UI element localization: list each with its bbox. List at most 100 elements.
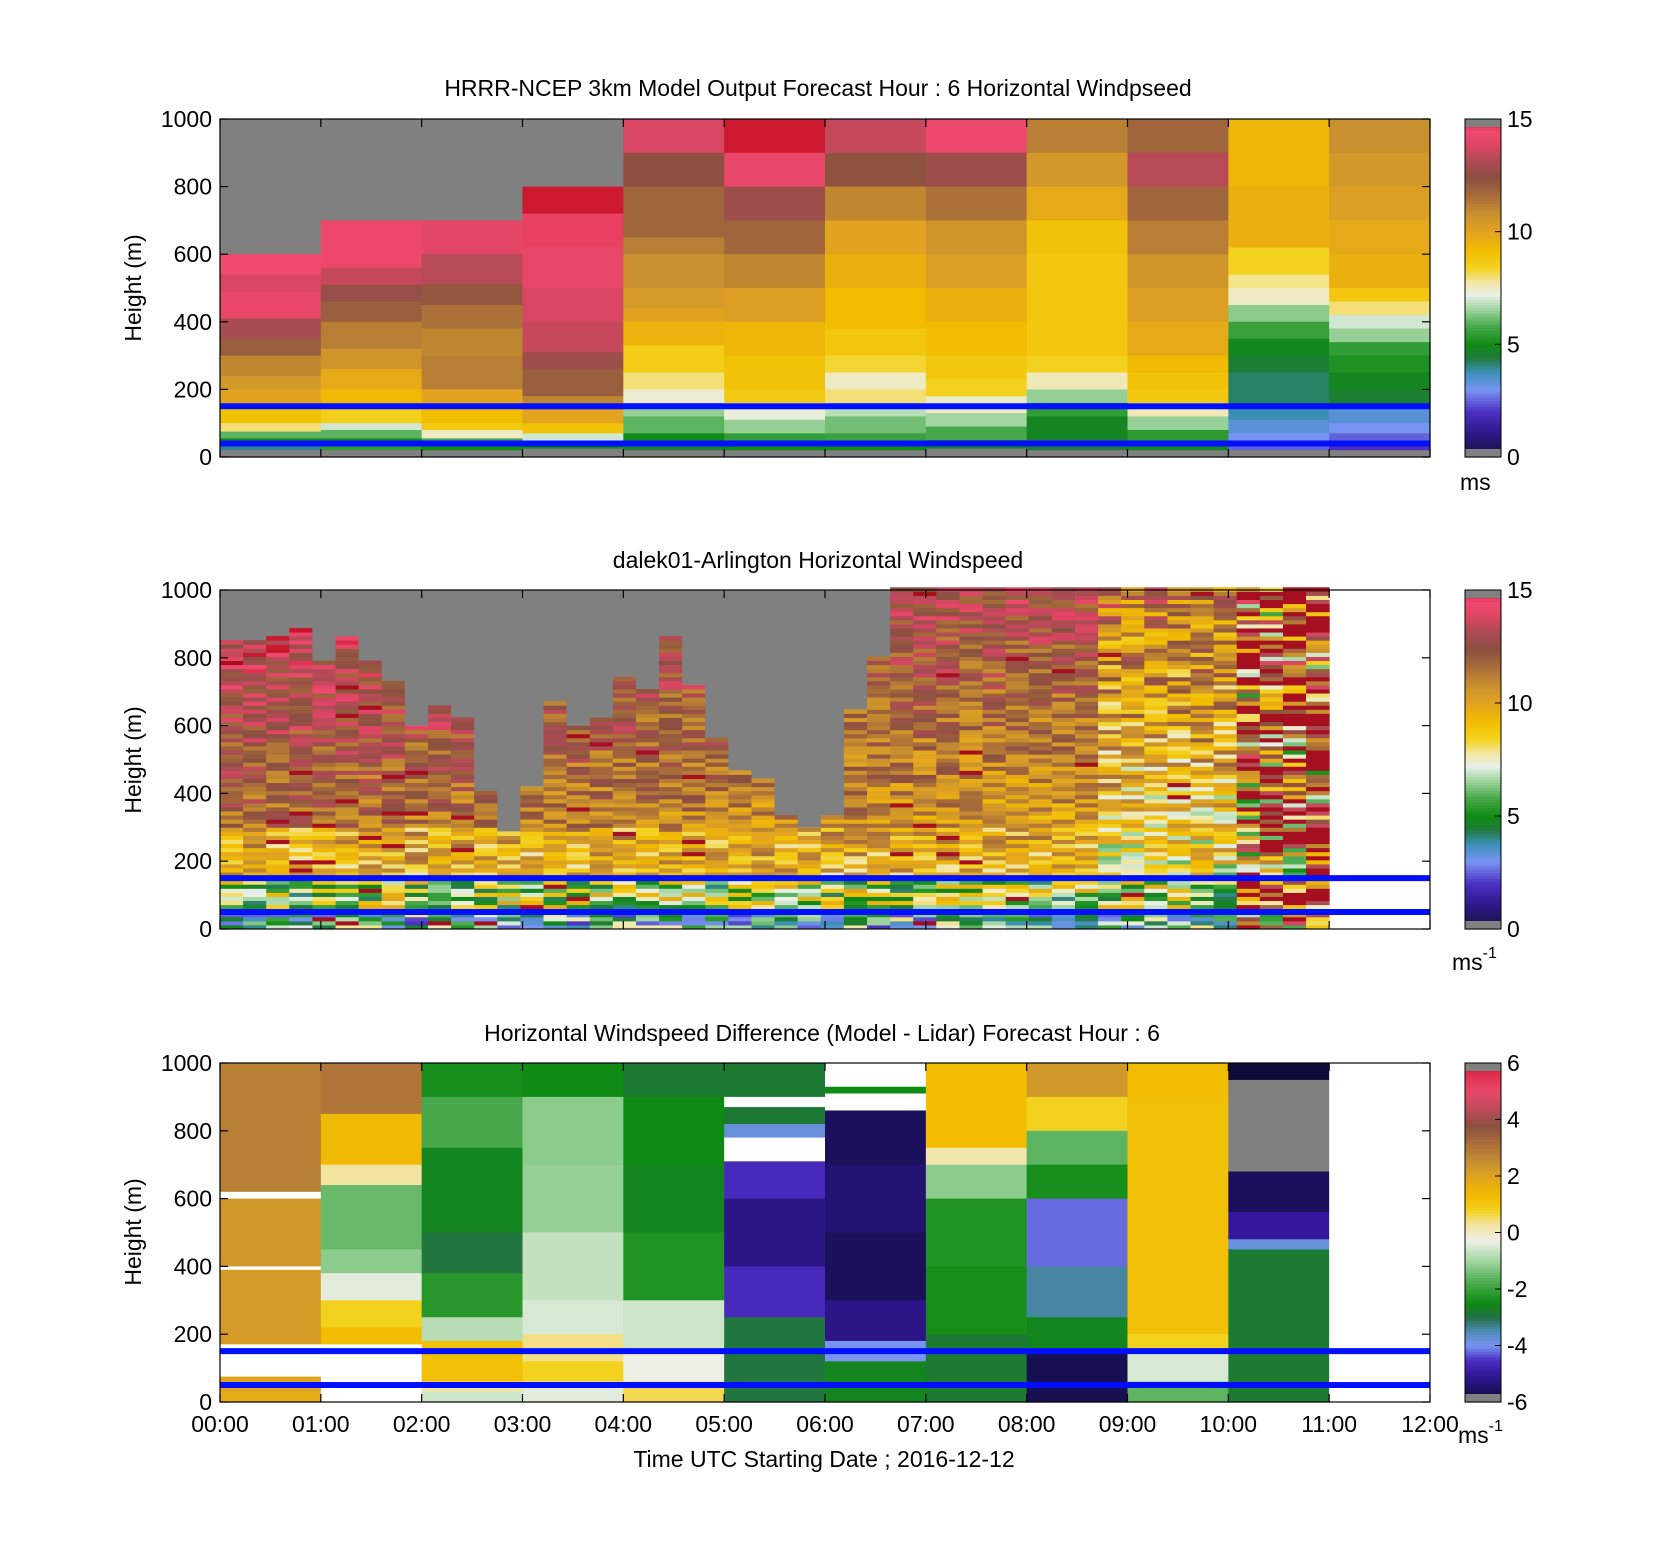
panel-lidar-cell — [1259, 794, 1284, 800]
panel-lidar-cell — [1005, 766, 1030, 771]
panel-lidar-cell — [1306, 668, 1330, 674]
panel-lidar-colorbar-swatch — [1465, 900, 1501, 905]
panel-model-colorbar-swatch — [1465, 302, 1501, 306]
panel-model-cell — [220, 119, 322, 255]
panel-lidar-cell — [774, 823, 799, 828]
panel-lidar-cell — [566, 920, 591, 926]
panel-lidar-cell — [1306, 872, 1330, 877]
panel-lidar-cell — [797, 847, 822, 853]
panel-model-colorbar-unit: ms — [1460, 469, 1491, 495]
panel-lidar-cell — [543, 872, 568, 877]
panel-lidar-cell — [1259, 603, 1284, 609]
panel-lidar-cell — [659, 855, 683, 861]
panel-lidar-cell — [289, 884, 313, 889]
panel-lidar-cell — [543, 831, 568, 836]
panel-lidar-cell — [820, 827, 845, 832]
panel-lidar-cell — [220, 721, 244, 727]
panel-lidar-cell — [1282, 872, 1307, 877]
panel-lidar-cell — [266, 786, 290, 792]
panel-model-cell — [1329, 315, 1431, 330]
panel-difference-cell — [825, 1361, 927, 1403]
panel-lidar-cell — [220, 806, 244, 812]
panel-lidar-colorbar-swatch — [1465, 796, 1501, 800]
panel-model-colorbar-swatch — [1465, 127, 1501, 131]
panel-lidar-cell — [659, 790, 683, 796]
panel-model-colorbar-swatch — [1465, 166, 1501, 171]
panel-lidar-cell — [1190, 644, 1215, 649]
panel-model-colorbar-swatch — [1465, 203, 1501, 207]
panel-lidar-cell — [404, 729, 429, 735]
panel-model-cell — [1228, 247, 1330, 276]
panel-lidar-cell — [728, 831, 752, 836]
panel-lidar-cell — [266, 831, 290, 836]
panel-model-colorbar-swatch — [1465, 318, 1501, 323]
panel-lidar-cell — [566, 904, 591, 910]
panel-lidar-cell — [705, 774, 729, 779]
panel-lidar-cell — [1236, 725, 1261, 731]
panel-lidar-cell — [543, 892, 568, 897]
panel-lidar-cell — [982, 652, 1007, 657]
panel-lidar-cell — [1144, 648, 1168, 653]
panel-lidar-cell — [1236, 721, 1261, 727]
panel-lidar-cell — [682, 872, 706, 877]
panel-lidar-cell — [1074, 904, 1099, 910]
panel-lidar-cell — [1098, 672, 1122, 678]
panel-lidar-cell — [867, 770, 891, 775]
panel-lidar-cell — [243, 847, 267, 853]
panel-lidar-cell — [682, 750, 706, 755]
panel-lidar-cell — [1074, 794, 1099, 800]
panel-lidar-cell — [890, 872, 914, 877]
panel-model-cell — [1026, 445, 1129, 451]
panel-lidar-cell — [220, 855, 244, 861]
panel-lidar-cell — [451, 782, 475, 788]
panel-difference-cell — [925, 1266, 1028, 1335]
panel-model-cell — [320, 321, 423, 350]
panel-lidar-cell — [705, 843, 729, 849]
panel-lidar-cell — [1028, 855, 1053, 861]
panel-lidar-cell — [1074, 863, 1099, 869]
panel-lidar-cell — [1190, 603, 1215, 609]
panel-lidar-cell — [1306, 709, 1330, 714]
panel-lidar-cell — [289, 656, 313, 662]
panel-lidar-cell — [659, 786, 683, 792]
panel-lidar-cell — [612, 920, 637, 926]
panel-lidar-cell — [982, 745, 1007, 751]
panel-lidar-cell — [1098, 652, 1122, 657]
panel-lidar-cell — [867, 782, 891, 788]
panel-lidar-cell — [659, 729, 683, 735]
panel-lidar-cell — [1028, 758, 1053, 763]
panel-lidar-cell — [1259, 733, 1284, 739]
panel-lidar-cell — [936, 648, 960, 653]
panel-lidar-cell — [682, 802, 706, 808]
panel-lidar-cell — [936, 843, 960, 849]
panel-lidar-cell — [959, 774, 984, 779]
panel-lidar-cell — [843, 741, 868, 747]
panel-lidar-cell — [289, 590, 313, 631]
panel-lidar-colorbar-swatch — [1465, 903, 1501, 907]
panel-lidar-cell — [959, 721, 984, 727]
panel-lidar-cell — [1190, 656, 1215, 662]
panel-model-cell — [1228, 419, 1330, 434]
panel-difference-colorbar-swatch — [1465, 1291, 1501, 1296]
panel-lidar-cell — [797, 827, 822, 832]
panel-lidar-cell — [1121, 603, 1145, 609]
panel-model-colorbar-swatch — [1465, 434, 1501, 438]
panel-difference-cell — [825, 1110, 927, 1166]
panel-lidar-cell — [1282, 676, 1307, 682]
panel-lidar-cell — [543, 839, 568, 845]
panel-lidar-cell — [427, 811, 452, 816]
panel-lidar-cell — [1167, 697, 1192, 702]
panel-difference-cell — [1026, 1198, 1129, 1267]
panel-lidar-cell — [612, 859, 637, 865]
panel-difference-colorbar-tick-label: 6 — [1507, 1050, 1520, 1076]
panel-lidar-cell — [358, 762, 383, 767]
panel-lidar-cell — [1236, 680, 1261, 686]
panel-lidar-cell — [959, 684, 984, 690]
panel-lidar-cell — [728, 778, 752, 784]
panel-lidar-cell — [1259, 802, 1284, 808]
panel-lidar-cell — [1236, 778, 1261, 784]
panel-lidar-cell — [728, 835, 752, 841]
panel-lidar-cell — [1213, 648, 1238, 653]
panel-model-cell — [1329, 433, 1431, 445]
panel-lidar-cell — [335, 644, 360, 649]
